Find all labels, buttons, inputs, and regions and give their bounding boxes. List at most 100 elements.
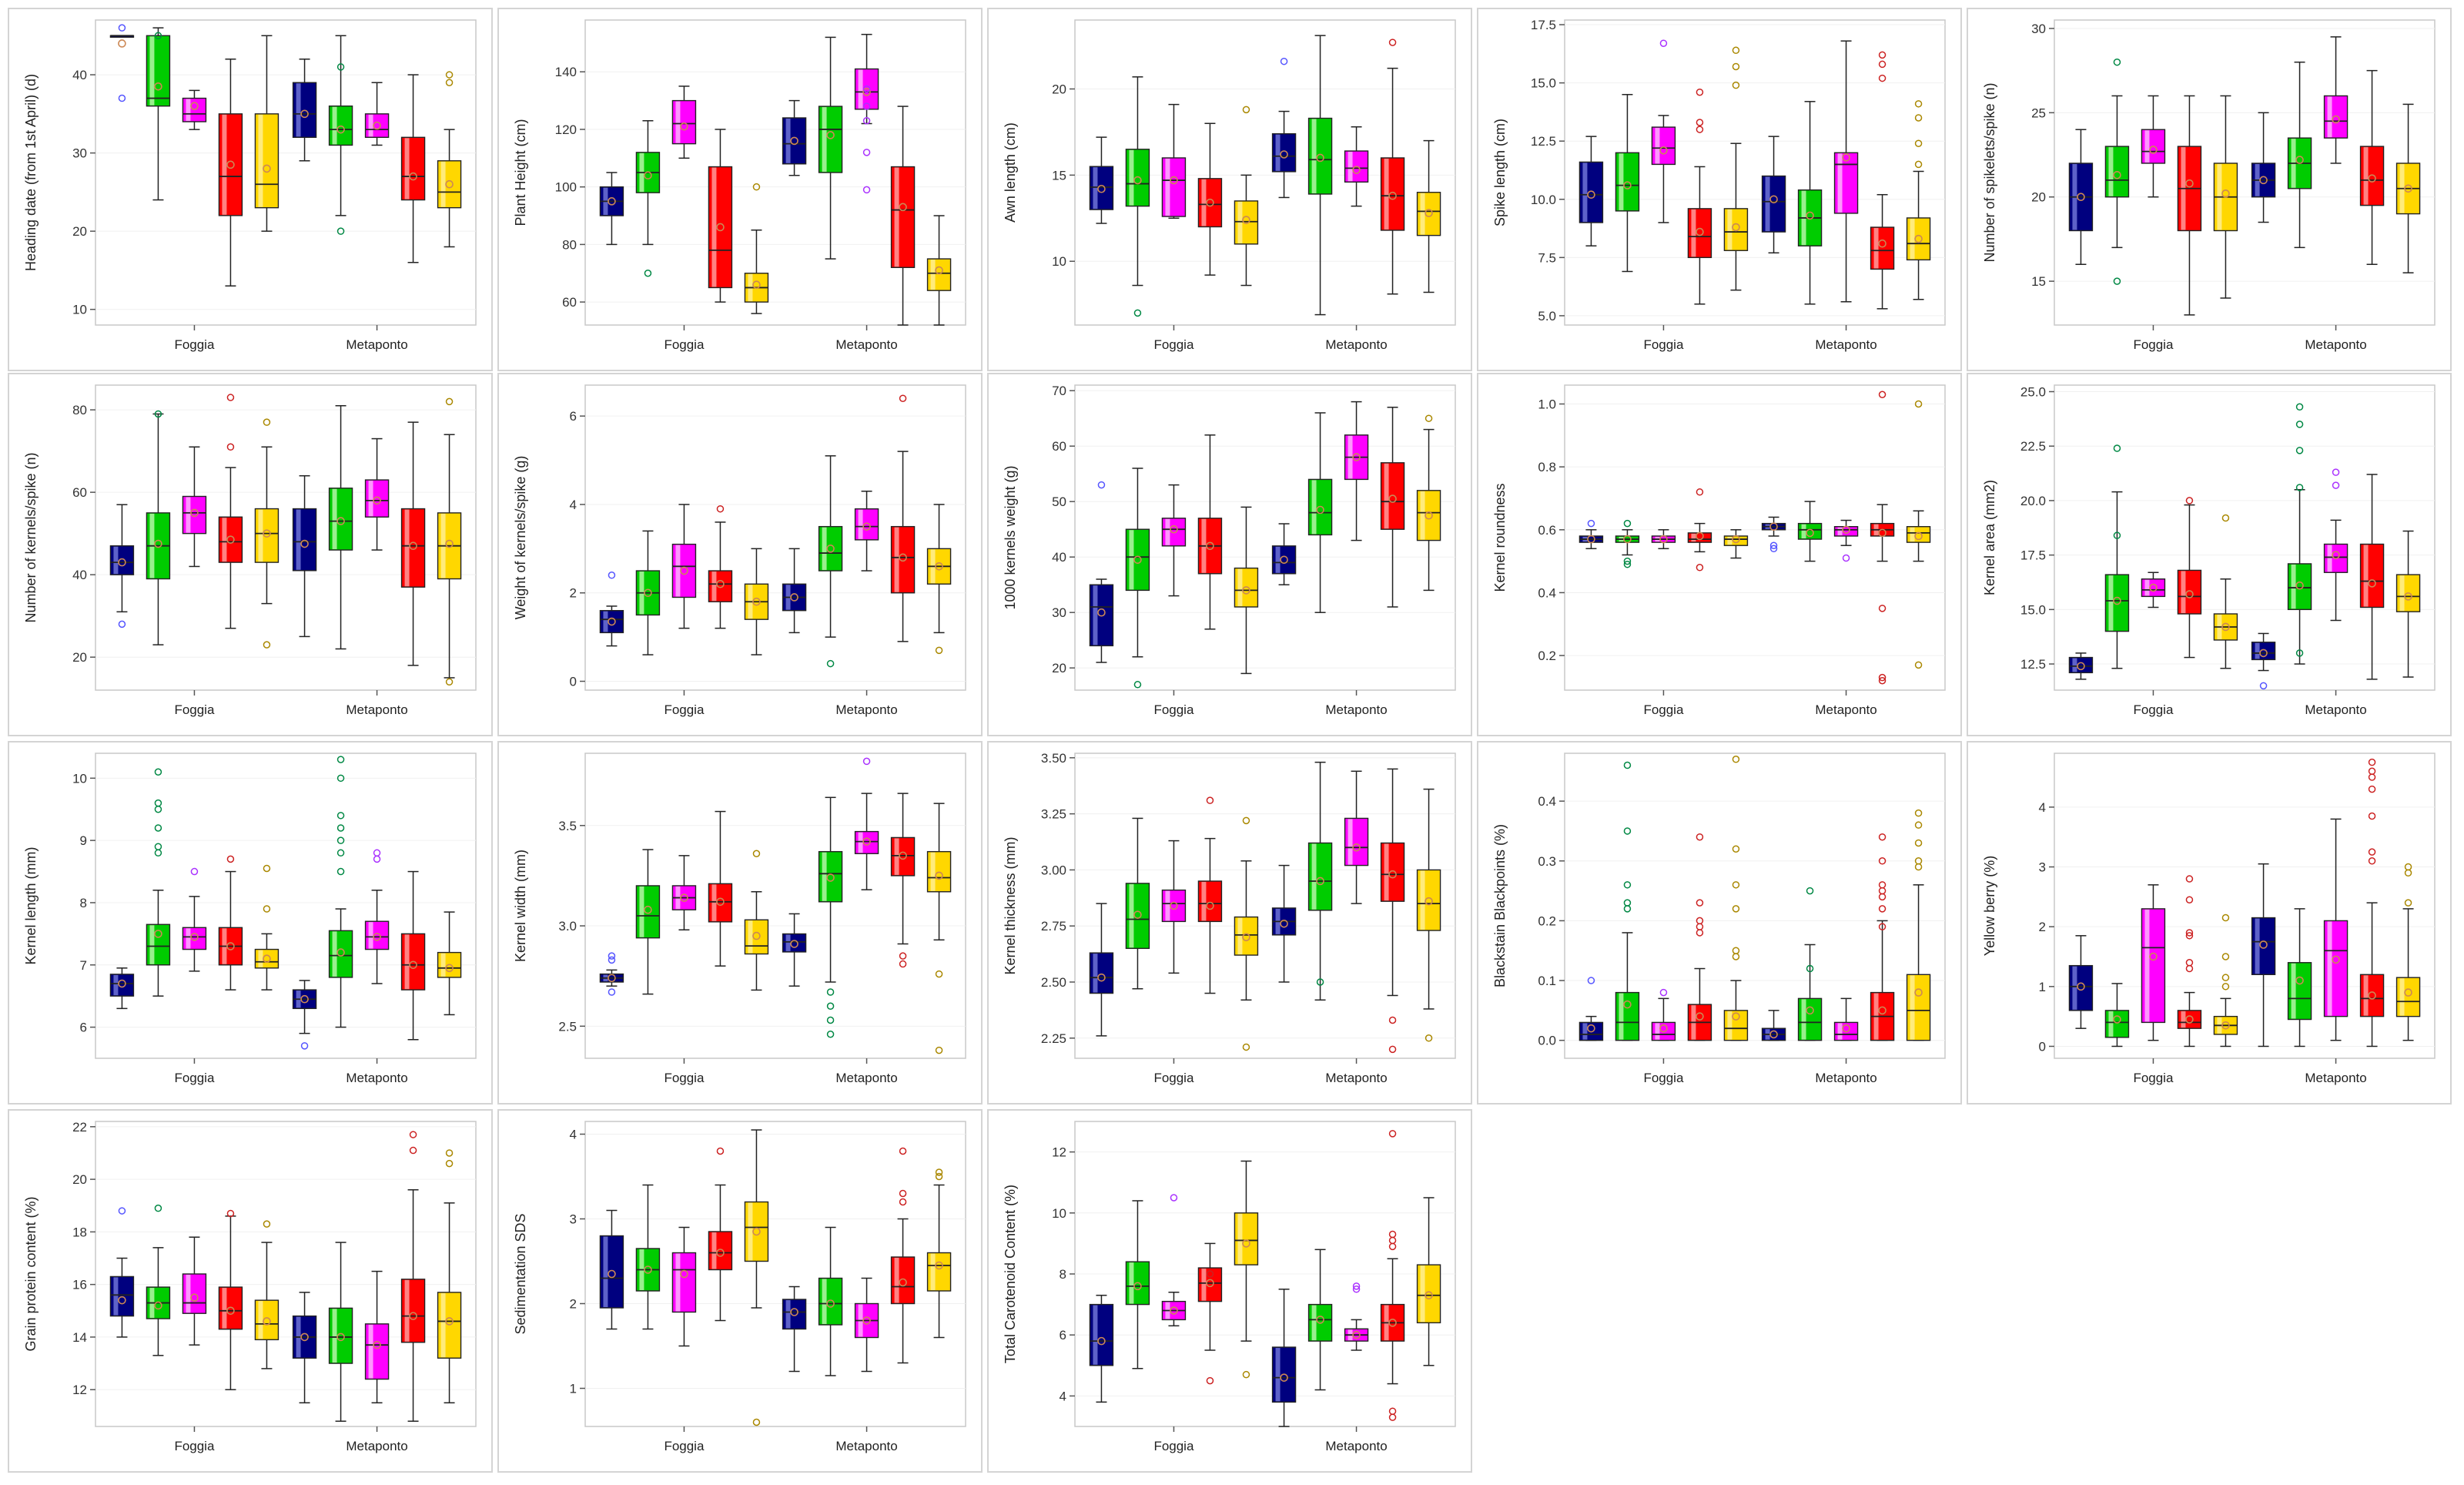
box-highlight xyxy=(222,1288,227,1329)
outlier-point xyxy=(118,24,126,32)
outlier-point xyxy=(1914,839,1923,847)
mean-marker xyxy=(336,1332,345,1342)
mean-marker xyxy=(608,1269,616,1279)
outlier-point xyxy=(336,227,345,235)
mean-marker xyxy=(826,1299,835,1308)
box-highlight xyxy=(1275,1348,1281,1402)
mean-marker xyxy=(190,508,199,518)
box-mark xyxy=(1906,400,1931,669)
mean-marker xyxy=(336,517,345,525)
box-highlight xyxy=(603,611,608,632)
box-mark xyxy=(1161,840,1187,974)
box-mark xyxy=(1307,761,1333,1001)
mean-marker xyxy=(1424,897,1433,906)
plot-area xyxy=(95,1121,477,1427)
mean-marker xyxy=(118,558,126,567)
mean-marker xyxy=(680,566,688,575)
box-mark xyxy=(1416,788,1441,1042)
mean-marker xyxy=(1587,1024,1595,1033)
outlier-point xyxy=(1732,845,1740,853)
box-highlight xyxy=(1837,153,1843,213)
box-highlight xyxy=(1237,568,1243,606)
x-category-label: Foggia xyxy=(174,702,215,717)
box-highlight xyxy=(711,884,717,921)
box-highlight xyxy=(1727,536,1732,545)
box-highlight xyxy=(2108,1011,2114,1037)
outlier-point xyxy=(1388,1130,1397,1138)
box-mark xyxy=(744,850,769,991)
mean-marker xyxy=(935,562,943,571)
y-tick-label: 0.4 xyxy=(1538,585,1556,600)
box-highlight xyxy=(149,36,155,106)
outlier-point xyxy=(862,149,871,156)
box-mark xyxy=(1125,76,1150,317)
y-tick-label: 0.2 xyxy=(1538,913,1556,928)
box-highlight xyxy=(1691,533,1696,542)
box-mark xyxy=(1125,817,1150,990)
box-mark xyxy=(292,980,317,1050)
box-mark xyxy=(254,418,280,649)
y-axis-label: Plant Height (cm) xyxy=(513,119,528,226)
mean-marker xyxy=(2332,955,2340,964)
mean-marker xyxy=(1133,555,1142,565)
mean-marker xyxy=(300,994,309,1004)
outlier-point xyxy=(2368,812,2376,820)
mean-marker xyxy=(826,131,835,139)
y-tick-label: 20 xyxy=(1052,661,1066,675)
outlier-point xyxy=(1914,661,1923,669)
box-mark xyxy=(2213,514,2238,669)
box-highlight xyxy=(748,920,753,954)
mean-marker xyxy=(1242,586,1250,595)
outlier-point xyxy=(1878,857,1886,865)
outlier-point xyxy=(1914,809,1923,817)
outlier-point xyxy=(1388,1016,1397,1024)
mean-marker xyxy=(1242,933,1250,942)
outlier-point xyxy=(1097,481,1106,489)
y-tick-label: 15.0 xyxy=(1531,76,1556,91)
box-mark xyxy=(400,1131,426,1422)
box-mark xyxy=(854,757,879,890)
y-tick-label: 0.6 xyxy=(1538,523,1556,538)
box-mark xyxy=(400,421,426,666)
box-mark xyxy=(146,1204,171,1356)
y-tick-label: 60 xyxy=(562,295,577,310)
x-category-label: Foggia xyxy=(1153,702,1194,717)
y-tick-label: 0 xyxy=(2039,1039,2046,1054)
box-mark xyxy=(1687,833,1712,1041)
outlier-point xyxy=(263,905,271,913)
outlier-point xyxy=(1732,81,1740,89)
outlier-point xyxy=(336,812,345,820)
box-mark xyxy=(1125,468,1150,689)
box-mark xyxy=(2177,875,2202,1048)
mean-marker xyxy=(445,539,454,548)
box-highlight xyxy=(2399,978,2405,1016)
boxplot-panel: 12 14 16 18 20 22 Grain protein content (%) Fog… xyxy=(8,1109,493,1473)
y-tick-label: 12.5 xyxy=(1531,134,1556,149)
box-mark xyxy=(671,85,697,159)
y-tick-label: 4 xyxy=(1060,1389,1066,1403)
mean-marker xyxy=(226,160,235,169)
box-mark xyxy=(1380,1130,1405,1421)
y-tick-label: 14 xyxy=(72,1330,87,1345)
mean-marker xyxy=(680,122,688,131)
box-mark xyxy=(1344,1282,1369,1351)
box-mark xyxy=(599,1209,624,1330)
outlier-point xyxy=(2295,447,2304,454)
mean-marker xyxy=(862,522,871,531)
mean-marker xyxy=(1587,535,1595,544)
mean-marker xyxy=(1280,150,1288,159)
box-mark xyxy=(1651,529,1676,550)
mean-marker xyxy=(190,1293,199,1302)
y-tick-label: 5.0 xyxy=(1538,309,1556,323)
outlier-point xyxy=(1878,923,1886,930)
outlier-point xyxy=(154,1204,162,1212)
mean-marker xyxy=(1587,190,1595,199)
box-mark xyxy=(1234,816,1259,1051)
mean-marker xyxy=(1206,198,1214,207)
mean-marker xyxy=(118,39,126,48)
mean-marker xyxy=(1769,522,1778,531)
outlier-point xyxy=(2295,421,2304,428)
mean-marker xyxy=(1242,1239,1250,1248)
y-tick-label: 40 xyxy=(1052,550,1066,565)
box-highlight xyxy=(930,852,936,891)
